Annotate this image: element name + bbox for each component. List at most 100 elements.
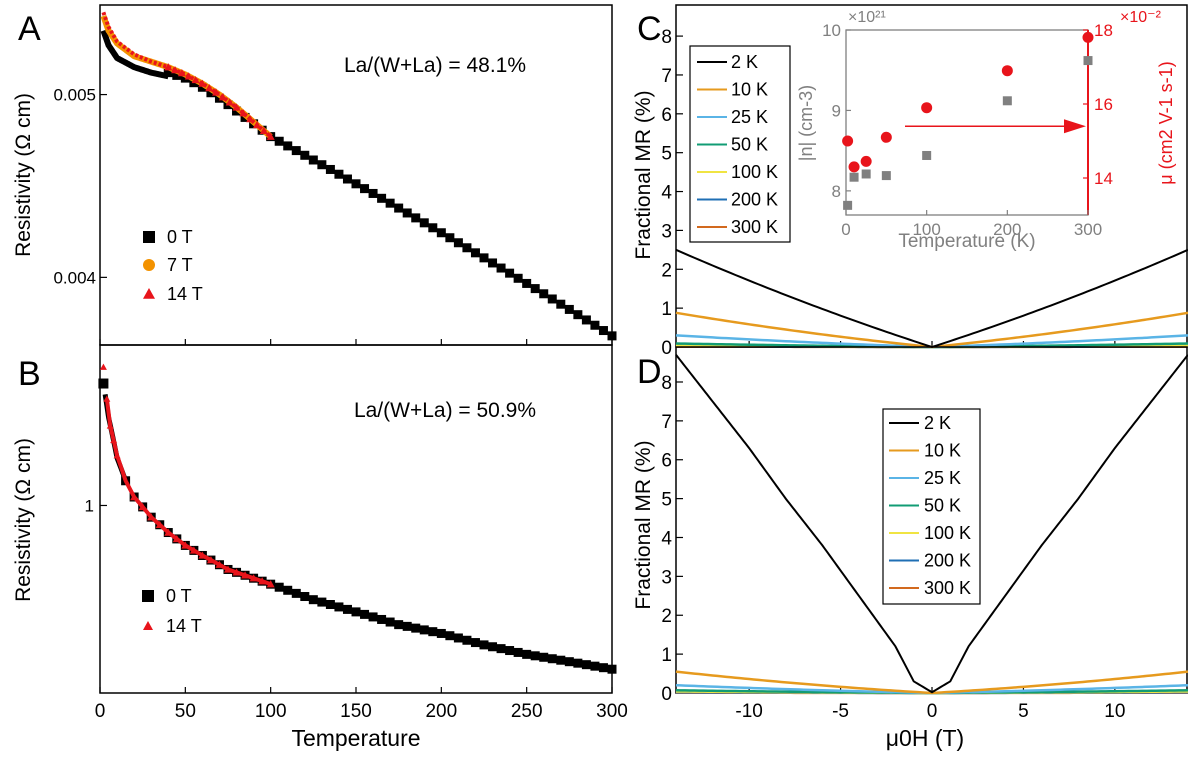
panel-a-0T-point: [206, 88, 216, 98]
panel-b-0T-point: [428, 627, 438, 637]
panel-a-legend-label: 0 T: [167, 227, 193, 247]
panel-a-0T-point: [180, 73, 190, 83]
panel-b-legend-label: 0 T: [166, 586, 192, 606]
panel-a-14T-point: [246, 115, 255, 123]
panel-b-ytick-label: 1: [85, 496, 94, 515]
panel-b-14T-point: [215, 560, 224, 568]
panel-b-14T-point: [164, 528, 173, 536]
panel-a-0T-point: [385, 198, 395, 208]
panel-d-legend-label: 100 K: [924, 523, 971, 543]
panel-d-xtick-label: 10: [1104, 701, 1125, 722]
inset-mu-point: [1001, 65, 1013, 77]
panel-d-series-2K: [675, 354, 1188, 694]
panel-c-ytick-label: 7: [661, 66, 672, 87]
panel-a-0T-point: [496, 263, 506, 273]
panel-a-14T-point: [232, 103, 241, 111]
panel-b-0T-point: [300, 592, 310, 602]
panel-a-0T-point: [325, 164, 335, 174]
panel-b-legend-label: 14 T: [166, 616, 202, 636]
panel-a-0T-point: [360, 184, 370, 194]
inset-mu-point: [860, 155, 872, 167]
panel-a-0T-point: [300, 150, 310, 160]
panel-a-0T-point: [505, 268, 515, 278]
inset-n-point: [861, 169, 871, 179]
panel-b-0T-point: [453, 633, 463, 643]
panel-a-14T-point: [198, 79, 207, 87]
panel-d-legend-label: 200 K: [924, 551, 971, 571]
panel-a-0T-point: [368, 188, 378, 198]
panel-a-0T-point: [607, 331, 617, 341]
panel-d-xtick-label: 0: [927, 701, 938, 722]
panel-c-ytick-label: 0: [661, 338, 672, 359]
panel-b-0T-point: [462, 635, 472, 645]
panel-b-xtick-label: 50: [175, 701, 196, 722]
panel-b-0T-point: [283, 585, 293, 595]
panel-b-0T-point: [436, 628, 446, 638]
inset-mu-point: [921, 102, 933, 114]
panel-b-0T-point: [522, 649, 532, 659]
panel-b-0T-point: [445, 631, 455, 641]
inset-n-point: [922, 150, 932, 160]
panel-a-0T-point: [291, 146, 301, 156]
panel-a-0T-point: [581, 315, 591, 325]
panel-a-0T-point: [274, 136, 284, 146]
inset-mu-point: [842, 135, 854, 147]
panel-a-0T-point: [513, 273, 523, 283]
panel-c-legend-label: 100 K: [731, 162, 778, 182]
inset-ylabel-left: |n| (cm-3): [796, 85, 816, 161]
inset-n-point: [843, 200, 853, 210]
panel-d-legend-label: 10 K: [924, 441, 961, 461]
panel-d-legend-label: 50 K: [924, 496, 961, 516]
panel-a-0T-point: [488, 258, 498, 268]
panel-b-14T-point: [106, 422, 114, 429]
panel-a-0T-point: [436, 228, 446, 238]
panel-b-14T-point: [232, 568, 241, 576]
panel-b-0T-point: [470, 638, 480, 648]
panel-a-legend-label: 14 T: [167, 284, 203, 304]
panel-d-ytick-label: 1: [661, 645, 672, 666]
panel-a-0T-point: [428, 223, 438, 233]
panel-c-ytick-label: 1: [661, 299, 672, 320]
panel-b-0T-point: [530, 651, 540, 661]
text-layer: 0.004 0.005 La/(W+La) = 48.1% 0 T 7 T 14 T Res…: [12, 9, 1176, 751]
panel-a-0T-point: [334, 169, 344, 179]
panel-d-legend-label: 300 K: [924, 578, 971, 598]
panel-b-14T-point: [224, 565, 232, 573]
panel-a-0T-point: [530, 284, 540, 294]
panel-letter-d: D: [637, 353, 662, 391]
panel-b-14T-point: [130, 493, 139, 501]
panel-a-0T-point: [573, 310, 583, 320]
panel-b-14T-point: [147, 513, 156, 521]
panel-b-0T-point: [581, 660, 591, 670]
panel-b-0T-point: [479, 640, 489, 650]
inset-ytick-left-label: 10: [822, 21, 841, 40]
panel-a-legend-marker: [143, 288, 155, 299]
panel-b-0T-point: [368, 612, 378, 622]
panel-b-0T-point: [274, 582, 284, 592]
panel-b-ylabel: Resistivity (Ω cm): [12, 438, 35, 602]
panel-a-0T-point: [598, 326, 608, 336]
panel-a-0T-point: [394, 203, 404, 213]
panel-a-0T-point: [547, 294, 557, 304]
panel-d-legend-box: [882, 408, 981, 605]
panel-a-annotation: La/(W+La) = 48.1%: [344, 54, 526, 77]
panel-d-ytick-label: 5: [661, 490, 672, 511]
panel-a-0T-point: [556, 299, 566, 309]
panel-b-0T-point: [325, 600, 335, 610]
panel-a-0T-point: [308, 155, 318, 165]
panel-a-14T-point: [164, 63, 173, 71]
panel-b-xlabel: Temperature: [291, 725, 420, 751]
panel-letter-b: B: [18, 355, 41, 393]
panel-a-ytick-label: 0.004: [53, 268, 96, 287]
panel-a-0T-point: [377, 193, 387, 203]
panel-a-legend-marker: [143, 231, 155, 243]
panel-a-0T-point: [453, 238, 463, 248]
panel-letter-a: A: [18, 10, 41, 48]
inset-left-multiplier: ×10²¹: [848, 9, 886, 26]
inset-xtick-label: 100: [912, 220, 940, 239]
panel-d-ytick-label: 4: [661, 528, 672, 549]
panel-b-0T-point: [317, 597, 327, 607]
panel-c-ytick-label: 8: [661, 27, 672, 48]
panel-a-14T-point: [212, 88, 221, 96]
panel-d-legend-label: 2 K: [924, 413, 951, 433]
